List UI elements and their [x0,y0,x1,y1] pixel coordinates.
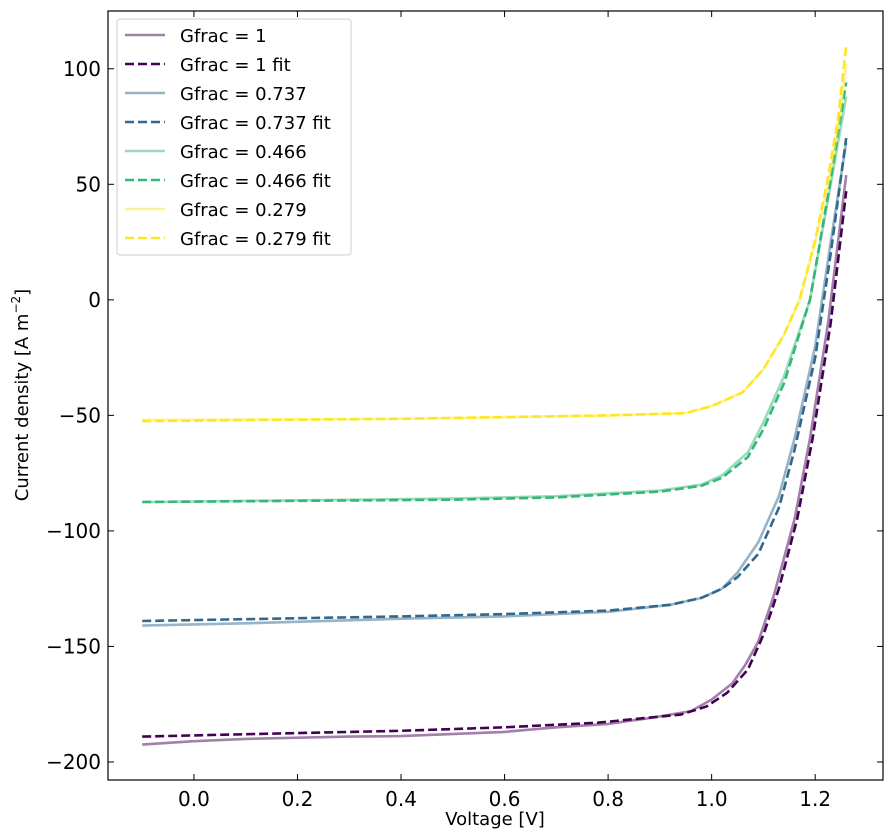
plot-frame [107,10,884,781]
series-line-6 [142,63,848,422]
x-tick-label: 0.6 [489,787,521,811]
y-axis-label: Current density [A m−2] [9,289,33,501]
legend-label: Gfrac = 0.279 fit [180,229,331,250]
series-layer [142,45,848,746]
legend-label: Gfrac = 1 [180,26,267,47]
legend-label: Gfrac = 0.466 fit [180,171,331,192]
y-tick-label: 50 [76,172,101,196]
series-line-5 [142,82,848,504]
series-line-2 [142,142,848,627]
y-tick-label: −50 [59,403,101,427]
y-tick-label: −200 [46,750,101,774]
legend-label: Gfrac = 0.279 [180,200,307,221]
series-line-3 [142,137,848,623]
legend: Gfrac = 1 Gfrac = 1 fit Gfrac = 0.737 Gfrac… [116,18,352,256]
x-axis-label: Voltage [V] [445,809,545,830]
legend-label: Gfrac = 0.737 fit [180,113,331,134]
y-tick-label: −100 [46,519,101,543]
y-tick-label: −150 [46,634,101,658]
ticks-layer: 0.0 0.2 0.4 0.6 0.8 1.0 1.2 100 50 0 −50 −100 −150 −2… [46,11,883,811]
series-line-7 [142,45,848,423]
y-tick-label: 0 [88,288,101,312]
legend-label: Gfrac = 0.737 [180,84,307,105]
x-tick-label: 0.8 [592,787,624,811]
legend-label: Gfrac = 0.466 [180,142,307,163]
x-tick-label: 1.0 [696,787,728,811]
x-tick-label: 1.2 [799,787,831,811]
x-tick-label: 0.0 [178,787,210,811]
series-line-1 [142,191,848,738]
legend-box [116,18,352,256]
x-tick-label: 0.4 [385,787,417,811]
legend-label: Gfrac = 1 fit [180,55,291,76]
x-tick-label: 0.2 [282,787,314,811]
y-tick-label: 100 [63,57,101,81]
